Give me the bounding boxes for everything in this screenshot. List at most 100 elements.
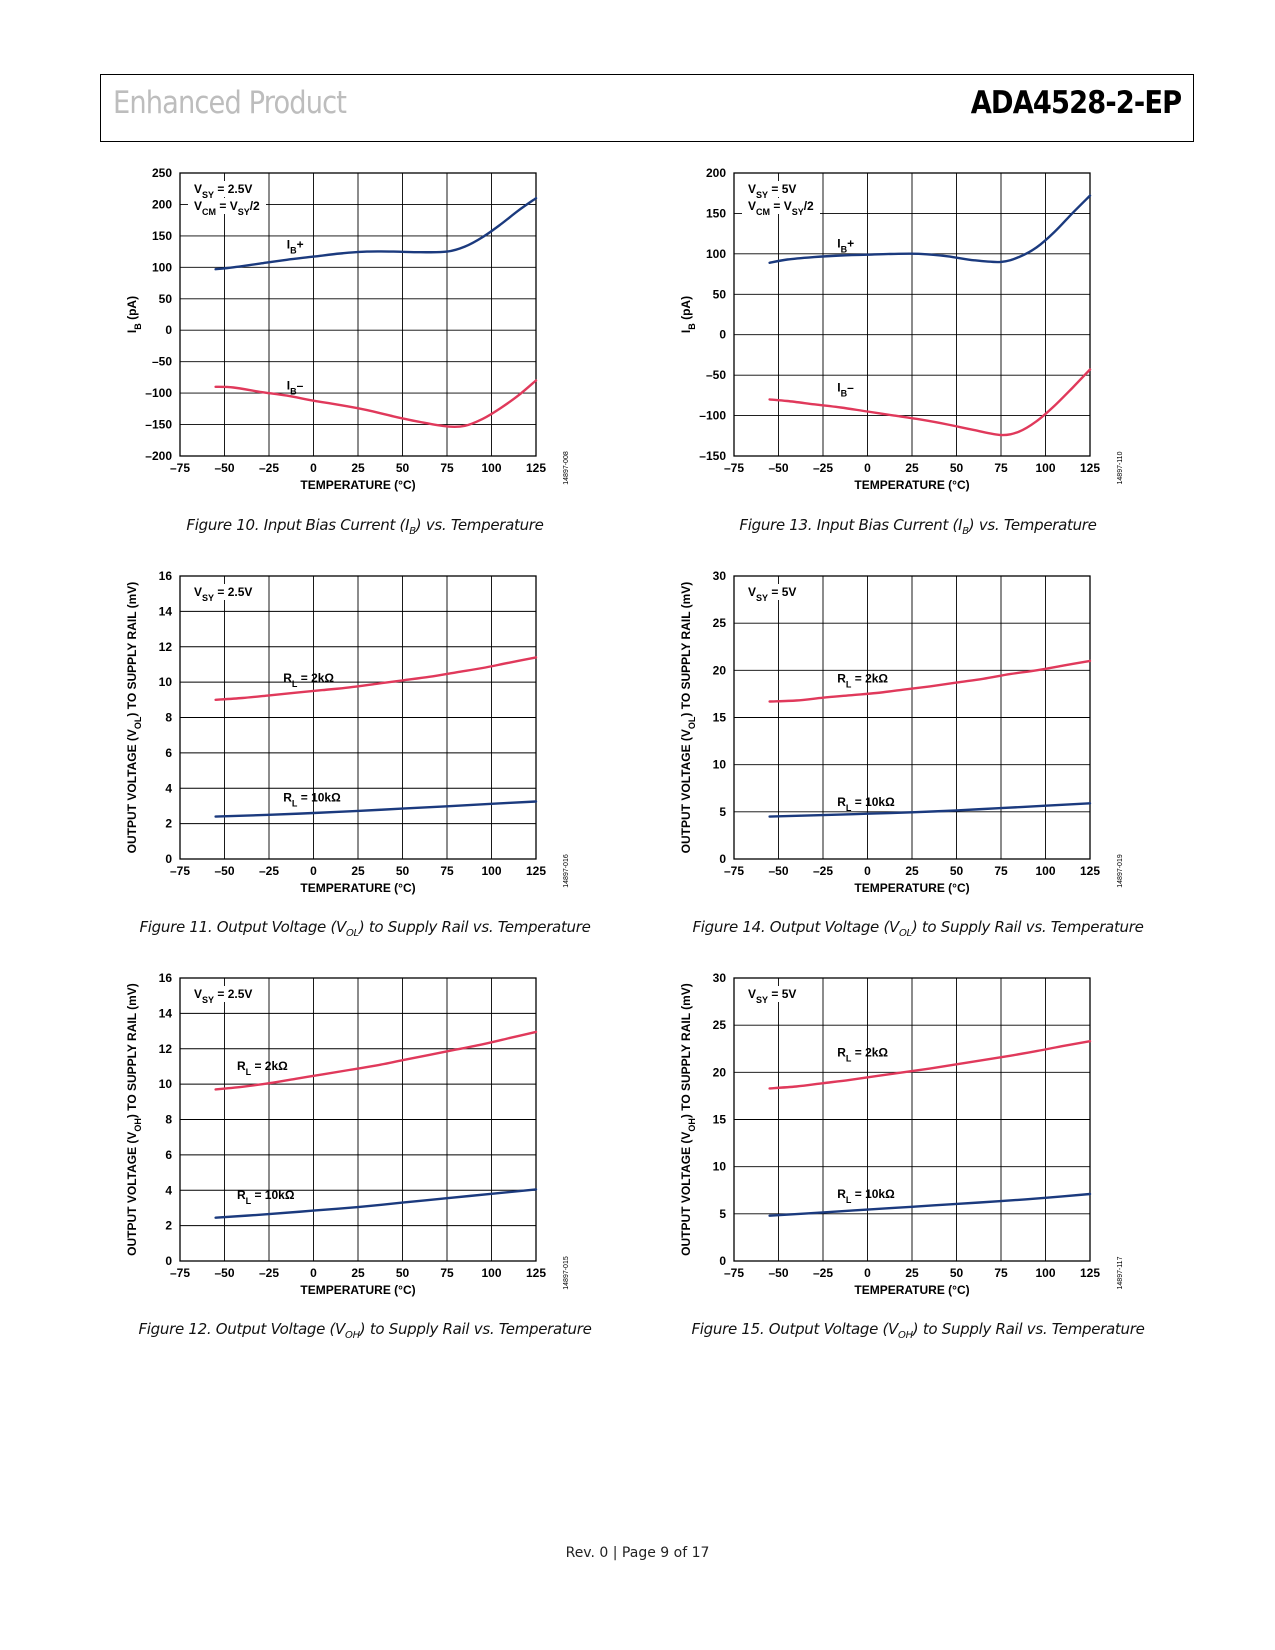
series-label: RL = 2kΩ: [237, 1059, 288, 1077]
plot-frame: [733, 575, 1091, 860]
x-tick-label: 25: [351, 864, 365, 878]
figure-code: 14897-015: [563, 1256, 570, 1290]
y-tick-label: 0: [165, 1254, 172, 1268]
x-tick-label: 50: [950, 864, 964, 878]
condition-label: VSY = 2.5V: [194, 987, 252, 1005]
y-tick-label: –50: [706, 368, 726, 382]
y-tick-label: –200: [145, 449, 172, 463]
figure-code: 14897-008: [563, 451, 570, 485]
y-tick-label: 50: [713, 287, 727, 301]
page-header: Enhanced Product ADA4528-2-EP: [100, 74, 1194, 142]
y-axis-label: IB (pA): [125, 296, 143, 333]
condition-bg: [188, 986, 252, 1002]
series-label: IB–: [287, 378, 304, 396]
y-tick-label: 0: [165, 323, 172, 337]
caption-figure-13: Figure 13. Input Bias Current (IB) vs. T…: [739, 516, 1097, 537]
x-tick-label: –25: [259, 461, 279, 475]
y-tick-label: 5: [719, 1207, 726, 1221]
x-tick-label: –75: [724, 1266, 744, 1280]
y-tick-label: –50: [152, 355, 172, 369]
series-label: RL = 10kΩ: [837, 1187, 895, 1205]
x-axis-label: TEMPERATURE (°C): [300, 1283, 415, 1297]
figure-code: 14897-019: [1117, 854, 1124, 888]
x-tick-label: 50: [950, 461, 964, 475]
condition-label: VSY = 2.5V: [194, 585, 252, 603]
y-axis-label: OUTPUT VOLTAGE (VOH) TO SUPPLY RAIL (mV): [125, 983, 143, 1256]
chart-figure-10: –75 –50 –25 0 25 50 75 100 125 –200 –150 –100 –50 0 50…: [118, 165, 578, 510]
condition-bg: [188, 198, 266, 214]
y-tick-label: 20: [713, 1065, 727, 1079]
y-tick-label: 8: [165, 1113, 172, 1127]
y-tick-label: 200: [706, 166, 726, 180]
x-tick-label: 75: [994, 461, 1008, 475]
x-tick-label: –75: [170, 1266, 190, 1280]
plot-frame: [179, 575, 537, 860]
x-tick-label: –50: [214, 461, 234, 475]
y-tick-label: –100: [145, 386, 172, 400]
chart-figure-15: –75 –50 –25 0 25 50 75 100 125 0 5 10 15 20 25 30 TEMPER…: [672, 970, 1132, 1315]
fig12-svg: –75 –50 –25 0 25 50 75 100 125 0 2 4 6 8 10 12 14 16 TEMPE…: [125, 971, 570, 1297]
condition-bg: [188, 181, 252, 197]
x-tick-label: 25: [905, 461, 919, 475]
y-tick-label: 0: [719, 1254, 726, 1268]
y-tick-label: 25: [713, 1018, 727, 1032]
x-tick-label: –75: [724, 864, 744, 878]
x-tick-label: 50: [396, 461, 410, 475]
x-axis-label: TEMPERATURE (°C): [854, 1283, 969, 1297]
series-line-0: [214, 197, 538, 271]
x-tick-label: –75: [170, 864, 190, 878]
series-line-0: [768, 194, 1092, 264]
x-axis-label: TEMPERATURE (°C): [300, 478, 415, 492]
x-tick-label: 0: [310, 864, 317, 878]
y-tick-label: 100: [706, 247, 726, 261]
x-axis-label: TEMPERATURE (°C): [854, 881, 969, 895]
x-tick-label: 25: [905, 864, 919, 878]
y-tick-label: 250: [152, 166, 172, 180]
y-tick-label: –100: [699, 409, 726, 423]
y-tick-label: 0: [165, 852, 172, 866]
y-tick-label: 4: [165, 781, 172, 795]
series-label: IB–: [837, 380, 854, 398]
x-tick-label: 0: [864, 461, 871, 475]
x-tick-label: 125: [526, 864, 546, 878]
y-axis-label: OUTPUT VOLTAGE (VOL) TO SUPPLY RAIL (mV): [125, 582, 143, 854]
series-line-1: [214, 379, 538, 429]
y-tick-label: 150: [706, 206, 726, 220]
series-line-0: [768, 659, 1092, 703]
fig11-svg: –75 –50 –25 0 25 50 75 100 125 0 2 4 6 8 10 12 14 16 TEMPE…: [125, 569, 570, 895]
y-tick-label: 20: [713, 663, 727, 677]
y-tick-label: 12: [159, 640, 173, 654]
condition-bg: [742, 181, 806, 197]
condition-bg: [742, 198, 820, 214]
x-tick-label: 100: [1035, 1266, 1055, 1280]
y-tick-label: 30: [713, 971, 727, 985]
y-tick-label: 16: [159, 971, 173, 985]
y-tick-label: 2: [165, 1219, 172, 1233]
x-tick-label: 125: [526, 1266, 546, 1280]
y-tick-label: 6: [165, 1148, 172, 1162]
condition-label: VSY = 5V: [748, 585, 796, 603]
y-tick-label: 8: [165, 711, 172, 725]
figure-code: 14897-117: [1117, 1256, 1124, 1289]
x-tick-label: 0: [864, 1266, 871, 1280]
chart-figure-11: –75 –50 –25 0 25 50 75 100 125 0 2 4 6 8 10 12 14 16 TEMPE…: [118, 568, 578, 913]
x-tick-label: –50: [768, 1266, 788, 1280]
y-axis-label: OUTPUT VOLTAGE (VOL) TO SUPPLY RAIL (mV): [679, 582, 697, 854]
series-line-1: [768, 802, 1092, 818]
y-axis-label: OUTPUT VOLTAGE (VOH) TO SUPPLY RAIL (mV): [679, 983, 697, 1256]
fig13-svg: –75 –50 –25 0 25 50 75 100 125 –150 –100 –50 0 50 100 1…: [679, 166, 1124, 492]
series-label: RL = 2kΩ: [837, 1045, 888, 1063]
y-tick-label: 4: [165, 1183, 172, 1197]
series-line-1: [214, 800, 538, 818]
chart-figure-13: –75 –50 –25 0 25 50 75 100 125 –150 –100 –50 0 50 100 1…: [672, 165, 1132, 510]
chart-figure-12: –75 –50 –25 0 25 50 75 100 125 0 2 4 6 8 10 12 14 16 TEMPE…: [118, 970, 578, 1315]
condition-bg: [742, 986, 806, 1002]
y-tick-label: 5: [719, 805, 726, 819]
x-tick-label: 100: [1035, 461, 1055, 475]
caption-figure-10: Figure 10. Input Bias Current (IB) vs. T…: [186, 516, 544, 537]
x-tick-label: –75: [724, 461, 744, 475]
series-line-0: [214, 656, 538, 701]
x-tick-label: –25: [813, 864, 833, 878]
x-tick-label: 25: [905, 1266, 919, 1280]
x-tick-label: 50: [950, 1266, 964, 1280]
